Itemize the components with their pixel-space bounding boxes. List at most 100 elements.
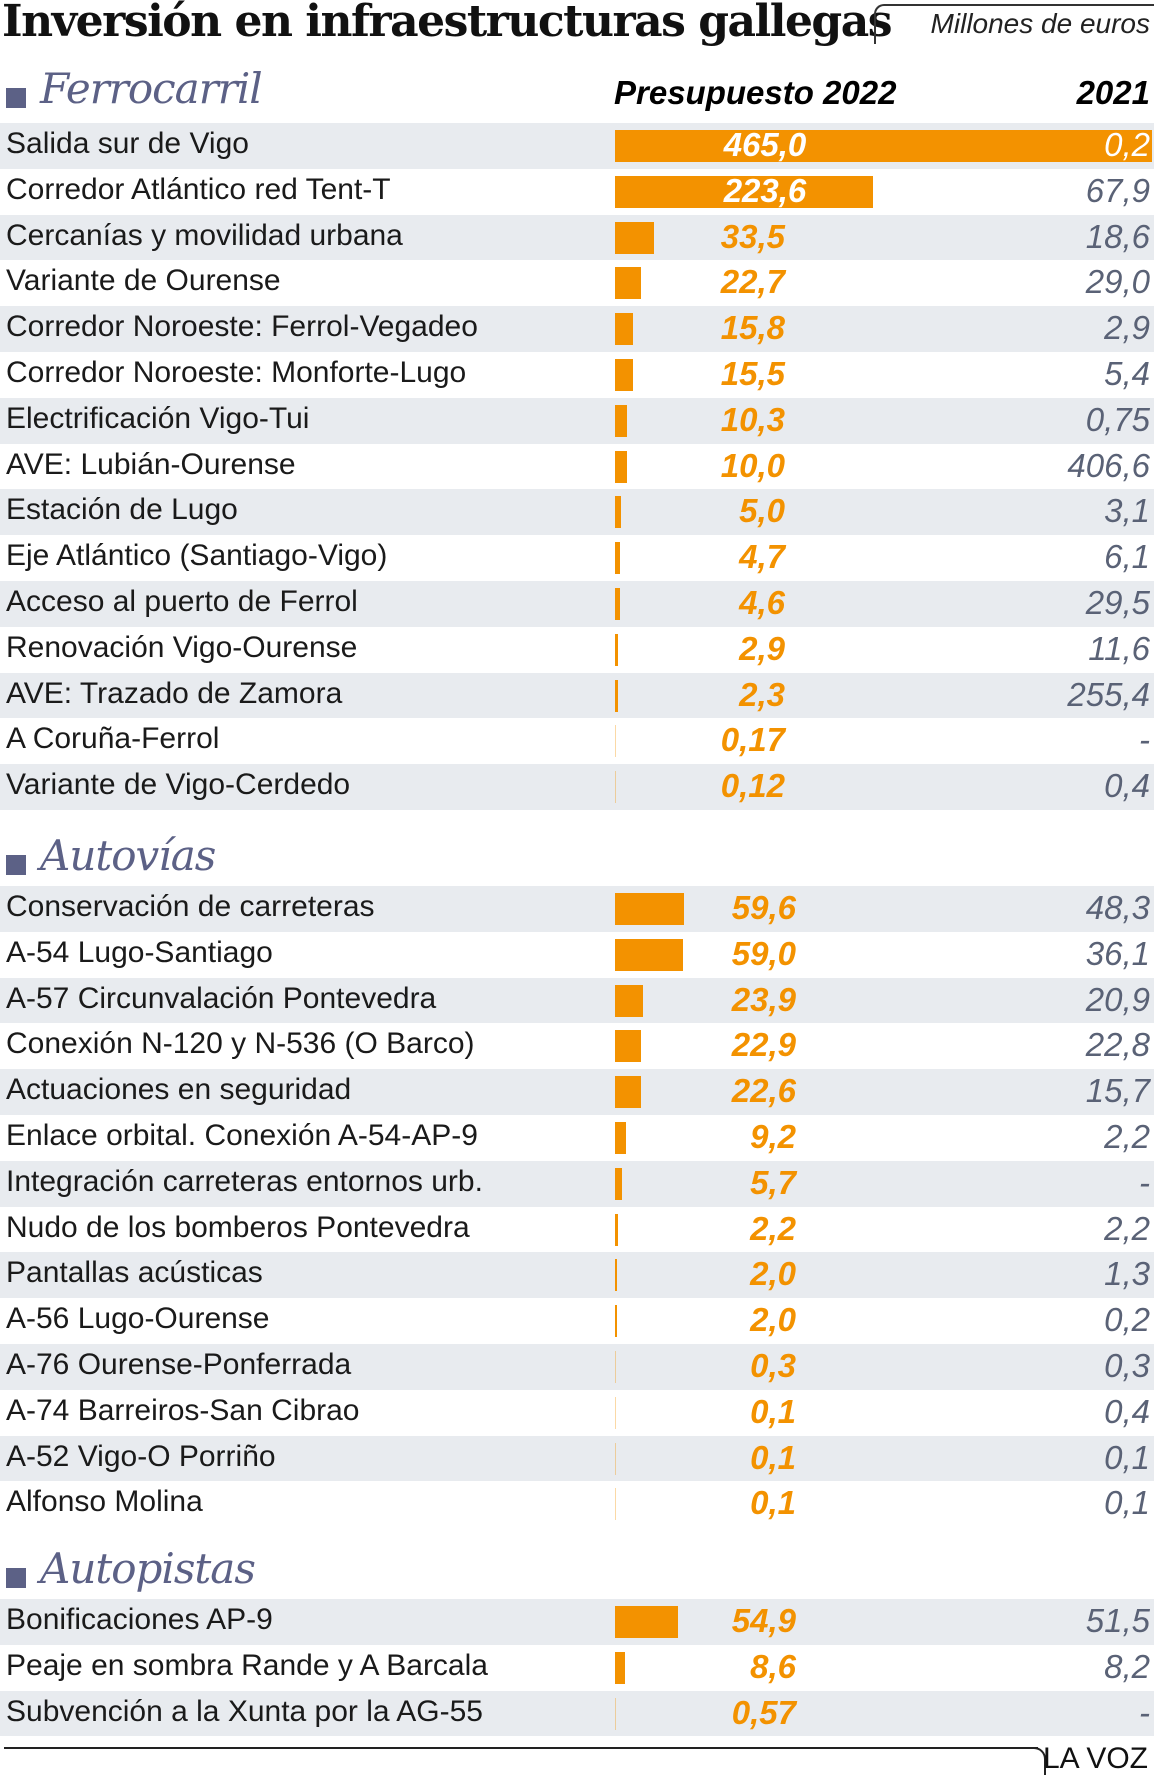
value-2021: 0,3 [1104, 1346, 1150, 1384]
value-2021: 67,9 [1085, 171, 1150, 209]
value-2021: 36,1 [1085, 934, 1150, 972]
bar-2022 [615, 267, 642, 300]
value-2021: 2,2 [1104, 1117, 1150, 1155]
table-row: Pantallas acústicas 2,0 1,3 [0, 1252, 1154, 1299]
row-label: A-57 Circunvalación Pontevedra [6, 981, 437, 1015]
table-row: Electrificación Vigo-Tui 10,3 0,75 [0, 397, 1154, 444]
value-2021: 3,1 [1104, 492, 1150, 530]
bar-2022 [615, 358, 633, 391]
value-2022: 33,5 [720, 217, 785, 255]
table-row: Eje Atlántico (Santiago-Vigo) 4,7 6,1 [0, 535, 1154, 581]
section-1: Autovías Conservación de carreteras 59,6 48… [0, 831, 1154, 1527]
row-label: Estación de Lugo [6, 493, 238, 527]
table-row: Bonificaciones AP-9 54,9 51,5 [0, 1599, 1154, 1645]
row-label: Electrificación Vigo-Tui [6, 401, 310, 435]
value-2022: 0,57 [731, 1693, 796, 1731]
row-label: Variante de Ourense [6, 264, 281, 298]
bar-2022 [615, 771, 616, 804]
table-row: Variante de Ourense 22,7 29,0 [0, 260, 1154, 306]
bar-2022 [615, 496, 621, 529]
bar-2022 [615, 1350, 616, 1383]
bar-2022 [615, 633, 619, 666]
value-2022: 59,0 [731, 934, 796, 972]
value-2022: 22,6 [731, 1072, 796, 1110]
value-2021: 29,0 [1085, 263, 1150, 301]
bar-2022 [615, 130, 1152, 162]
table-row: A-76 Ourense-Ponferrada 0,3 0,3 [0, 1343, 1154, 1390]
table-row: Acceso al puerto de Ferrol 4,6 29,5 [0, 580, 1154, 627]
value-2022: 22,7 [720, 263, 785, 301]
section-square-icon [6, 855, 26, 875]
brand-logo: LA VOZ [1042, 1742, 1148, 1775]
bar-2022 [615, 1167, 622, 1200]
table-row: Corredor Noroeste: Ferrol-Vegadeo 15,8 2,9 [0, 306, 1154, 352]
bar-2022 [615, 1076, 642, 1109]
table-row: A Coruña-Ferrol 0,17 - [0, 718, 1154, 764]
value-2022: 15,5 [720, 354, 785, 392]
row-label: A-56 Lugo-Ourense [6, 1302, 270, 1336]
row-label: Alfonso Molina [6, 1485, 203, 1519]
row-label: Variante de Vigo-Cerdedo [6, 768, 351, 802]
bar-2022 [615, 679, 618, 712]
value-2021: 1,3 [1104, 1255, 1150, 1293]
section-title: Ferrocarril [40, 64, 263, 113]
value-2022: 5,0 [739, 492, 785, 530]
table-row: A-54 Lugo-Santiago 59,0 36,1 [0, 932, 1154, 978]
section-2: Autopistas Bonificaciones AP-9 54,9 51,5 Pea… [0, 1544, 1154, 1737]
footer-rule [4, 1747, 1038, 1749]
row-label: A-54 Lugo-Santiago [6, 935, 273, 969]
bar-2022 [615, 1213, 618, 1246]
section-header: Ferrocarril Presupuesto 2022 2021 [0, 64, 1154, 123]
value-2021: 0,4 [1104, 767, 1150, 805]
row-label: Eje Atlántico (Santiago-Vigo) [6, 539, 388, 573]
table-row: Nudo de los bomberos Pontevedra 2,2 2,2 [0, 1207, 1154, 1253]
row-label: A-52 Vigo-O Porriño [6, 1439, 276, 1473]
table-row: A-52 Vigo-O Porriño 0,1 0,1 [0, 1435, 1154, 1482]
bar-2022 [615, 1697, 616, 1730]
bar-2022 [615, 1606, 679, 1638]
value-2021: 5,4 [1104, 354, 1150, 392]
row-label: Bonificaciones AP-9 [6, 1603, 273, 1636]
table-row: Renovación Vigo-Ourense 2,9 11,6 [0, 627, 1154, 673]
bar-2022 [615, 1259, 618, 1292]
value-2021: 0,1 [1104, 1484, 1150, 1522]
value-2022: 4,6 [739, 583, 785, 621]
table-row: Subvención a la Xunta por la AG-55 0,57 - [0, 1690, 1154, 1737]
bar-2022 [615, 175, 874, 208]
table-row: Conservación de carreteras 59,6 48,3 [0, 886, 1154, 932]
bar-2022 [615, 1030, 642, 1063]
value-2021: 8,2 [1104, 1647, 1150, 1685]
bar-2022 [615, 542, 621, 575]
table-row: Variante de Vigo-Cerdedo 0,12 0,4 [0, 764, 1154, 810]
value-2021: 0,2 [1104, 126, 1150, 163]
value-2021: 20,9 [1085, 980, 1150, 1018]
row-label: Salida sur de Vigo [6, 127, 249, 160]
bar-2022 [615, 221, 654, 254]
table-row: A-56 Lugo-Ourense 2,0 0,2 [0, 1298, 1154, 1344]
bar-2022 [615, 1651, 625, 1684]
table-row: Integración carreteras entornos urb. 5,7 - [0, 1160, 1154, 1207]
value-2021: 11,6 [1088, 629, 1150, 667]
value-2022: 4,7 [739, 538, 785, 576]
value-2022: 0,3 [750, 1346, 796, 1384]
value-2021: 0,75 [1085, 400, 1150, 438]
value-2021: 6,1 [1104, 538, 1150, 576]
table-row: Estación de Lugo 5,0 3,1 [0, 489, 1154, 536]
value-2021: 2,2 [1104, 1209, 1150, 1247]
table-row: Corredor Atlántico red Tent-T 223,6 67,9 [0, 169, 1154, 215]
table-row: A-57 Circunvalación Pontevedra 23,9 20,9 [0, 977, 1154, 1024]
value-2022: 0,17 [720, 721, 785, 759]
value-2022: 8,6 [750, 1647, 796, 1685]
value-2021: - [1139, 1163, 1150, 1201]
row-label: Renovación Vigo-Ourense [6, 630, 358, 664]
section-title: Autovías [40, 831, 216, 880]
row-label: Subvención a la Xunta por la AG-55 [6, 1694, 483, 1728]
value-2022: 54,9 [731, 1602, 796, 1639]
row-label: Nudo de los bomberos Pontevedra [6, 1210, 470, 1244]
row-label: Corredor Noroeste: Monforte-Lugo [6, 355, 467, 389]
value-2022: 223,6 [723, 171, 807, 209]
row-label: Enlace orbital. Conexión A-54-AP-9 [6, 1118, 478, 1152]
value-2022: 22,9 [731, 1026, 796, 1064]
value-2021: 2,9 [1104, 309, 1150, 347]
footer-rule-corner [1030, 1747, 1046, 1775]
